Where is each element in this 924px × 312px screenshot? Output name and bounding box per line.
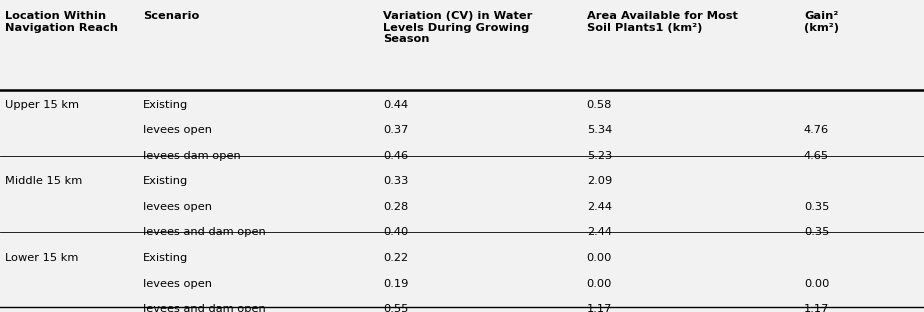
- Text: 0.44: 0.44: [383, 100, 408, 110]
- Text: Middle 15 km: Middle 15 km: [5, 176, 82, 186]
- Text: Scenario: Scenario: [143, 11, 200, 21]
- Text: 0.35: 0.35: [804, 227, 829, 237]
- Text: 1.17: 1.17: [587, 304, 612, 312]
- Text: 0.33: 0.33: [383, 176, 408, 186]
- Text: levees dam open: levees dam open: [143, 151, 241, 161]
- Text: 5.34: 5.34: [587, 125, 612, 135]
- Text: 0.00: 0.00: [804, 279, 829, 289]
- Text: 0.58: 0.58: [587, 100, 612, 110]
- Text: Location Within
Navigation Reach: Location Within Navigation Reach: [5, 11, 117, 32]
- Text: 0.40: 0.40: [383, 227, 408, 237]
- Text: Existing: Existing: [143, 176, 188, 186]
- Text: levees and dam open: levees and dam open: [143, 227, 266, 237]
- Text: Variation (CV) in Water
Levels During Growing
Season: Variation (CV) in Water Levels During Gr…: [383, 11, 533, 44]
- Text: 1.17: 1.17: [804, 304, 829, 312]
- Text: levees open: levees open: [143, 125, 213, 135]
- Text: 0.37: 0.37: [383, 125, 408, 135]
- Text: Gain²
(km²): Gain² (km²): [804, 11, 839, 32]
- Text: 0.22: 0.22: [383, 253, 408, 263]
- Text: 0.35: 0.35: [804, 202, 829, 212]
- Text: 5.23: 5.23: [587, 151, 612, 161]
- Text: 0.46: 0.46: [383, 151, 408, 161]
- Text: 4.65: 4.65: [804, 151, 829, 161]
- Text: 0.00: 0.00: [587, 253, 612, 263]
- Text: levees open: levees open: [143, 279, 213, 289]
- Text: 0.19: 0.19: [383, 279, 408, 289]
- Text: Existing: Existing: [143, 253, 188, 263]
- Text: Upper 15 km: Upper 15 km: [5, 100, 79, 110]
- Text: 2.44: 2.44: [587, 202, 612, 212]
- Text: levees open: levees open: [143, 202, 213, 212]
- Text: 2.09: 2.09: [587, 176, 612, 186]
- Text: 0.55: 0.55: [383, 304, 408, 312]
- Text: Lower 15 km: Lower 15 km: [5, 253, 78, 263]
- Text: Area Available for Most
Soil Plants1 (km²): Area Available for Most Soil Plants1 (km…: [587, 11, 737, 32]
- Text: levees and dam open: levees and dam open: [143, 304, 266, 312]
- Text: 0.28: 0.28: [383, 202, 408, 212]
- Text: Existing: Existing: [143, 100, 188, 110]
- Text: 2.44: 2.44: [587, 227, 612, 237]
- Text: 0.00: 0.00: [587, 279, 612, 289]
- Text: 4.76: 4.76: [804, 125, 829, 135]
